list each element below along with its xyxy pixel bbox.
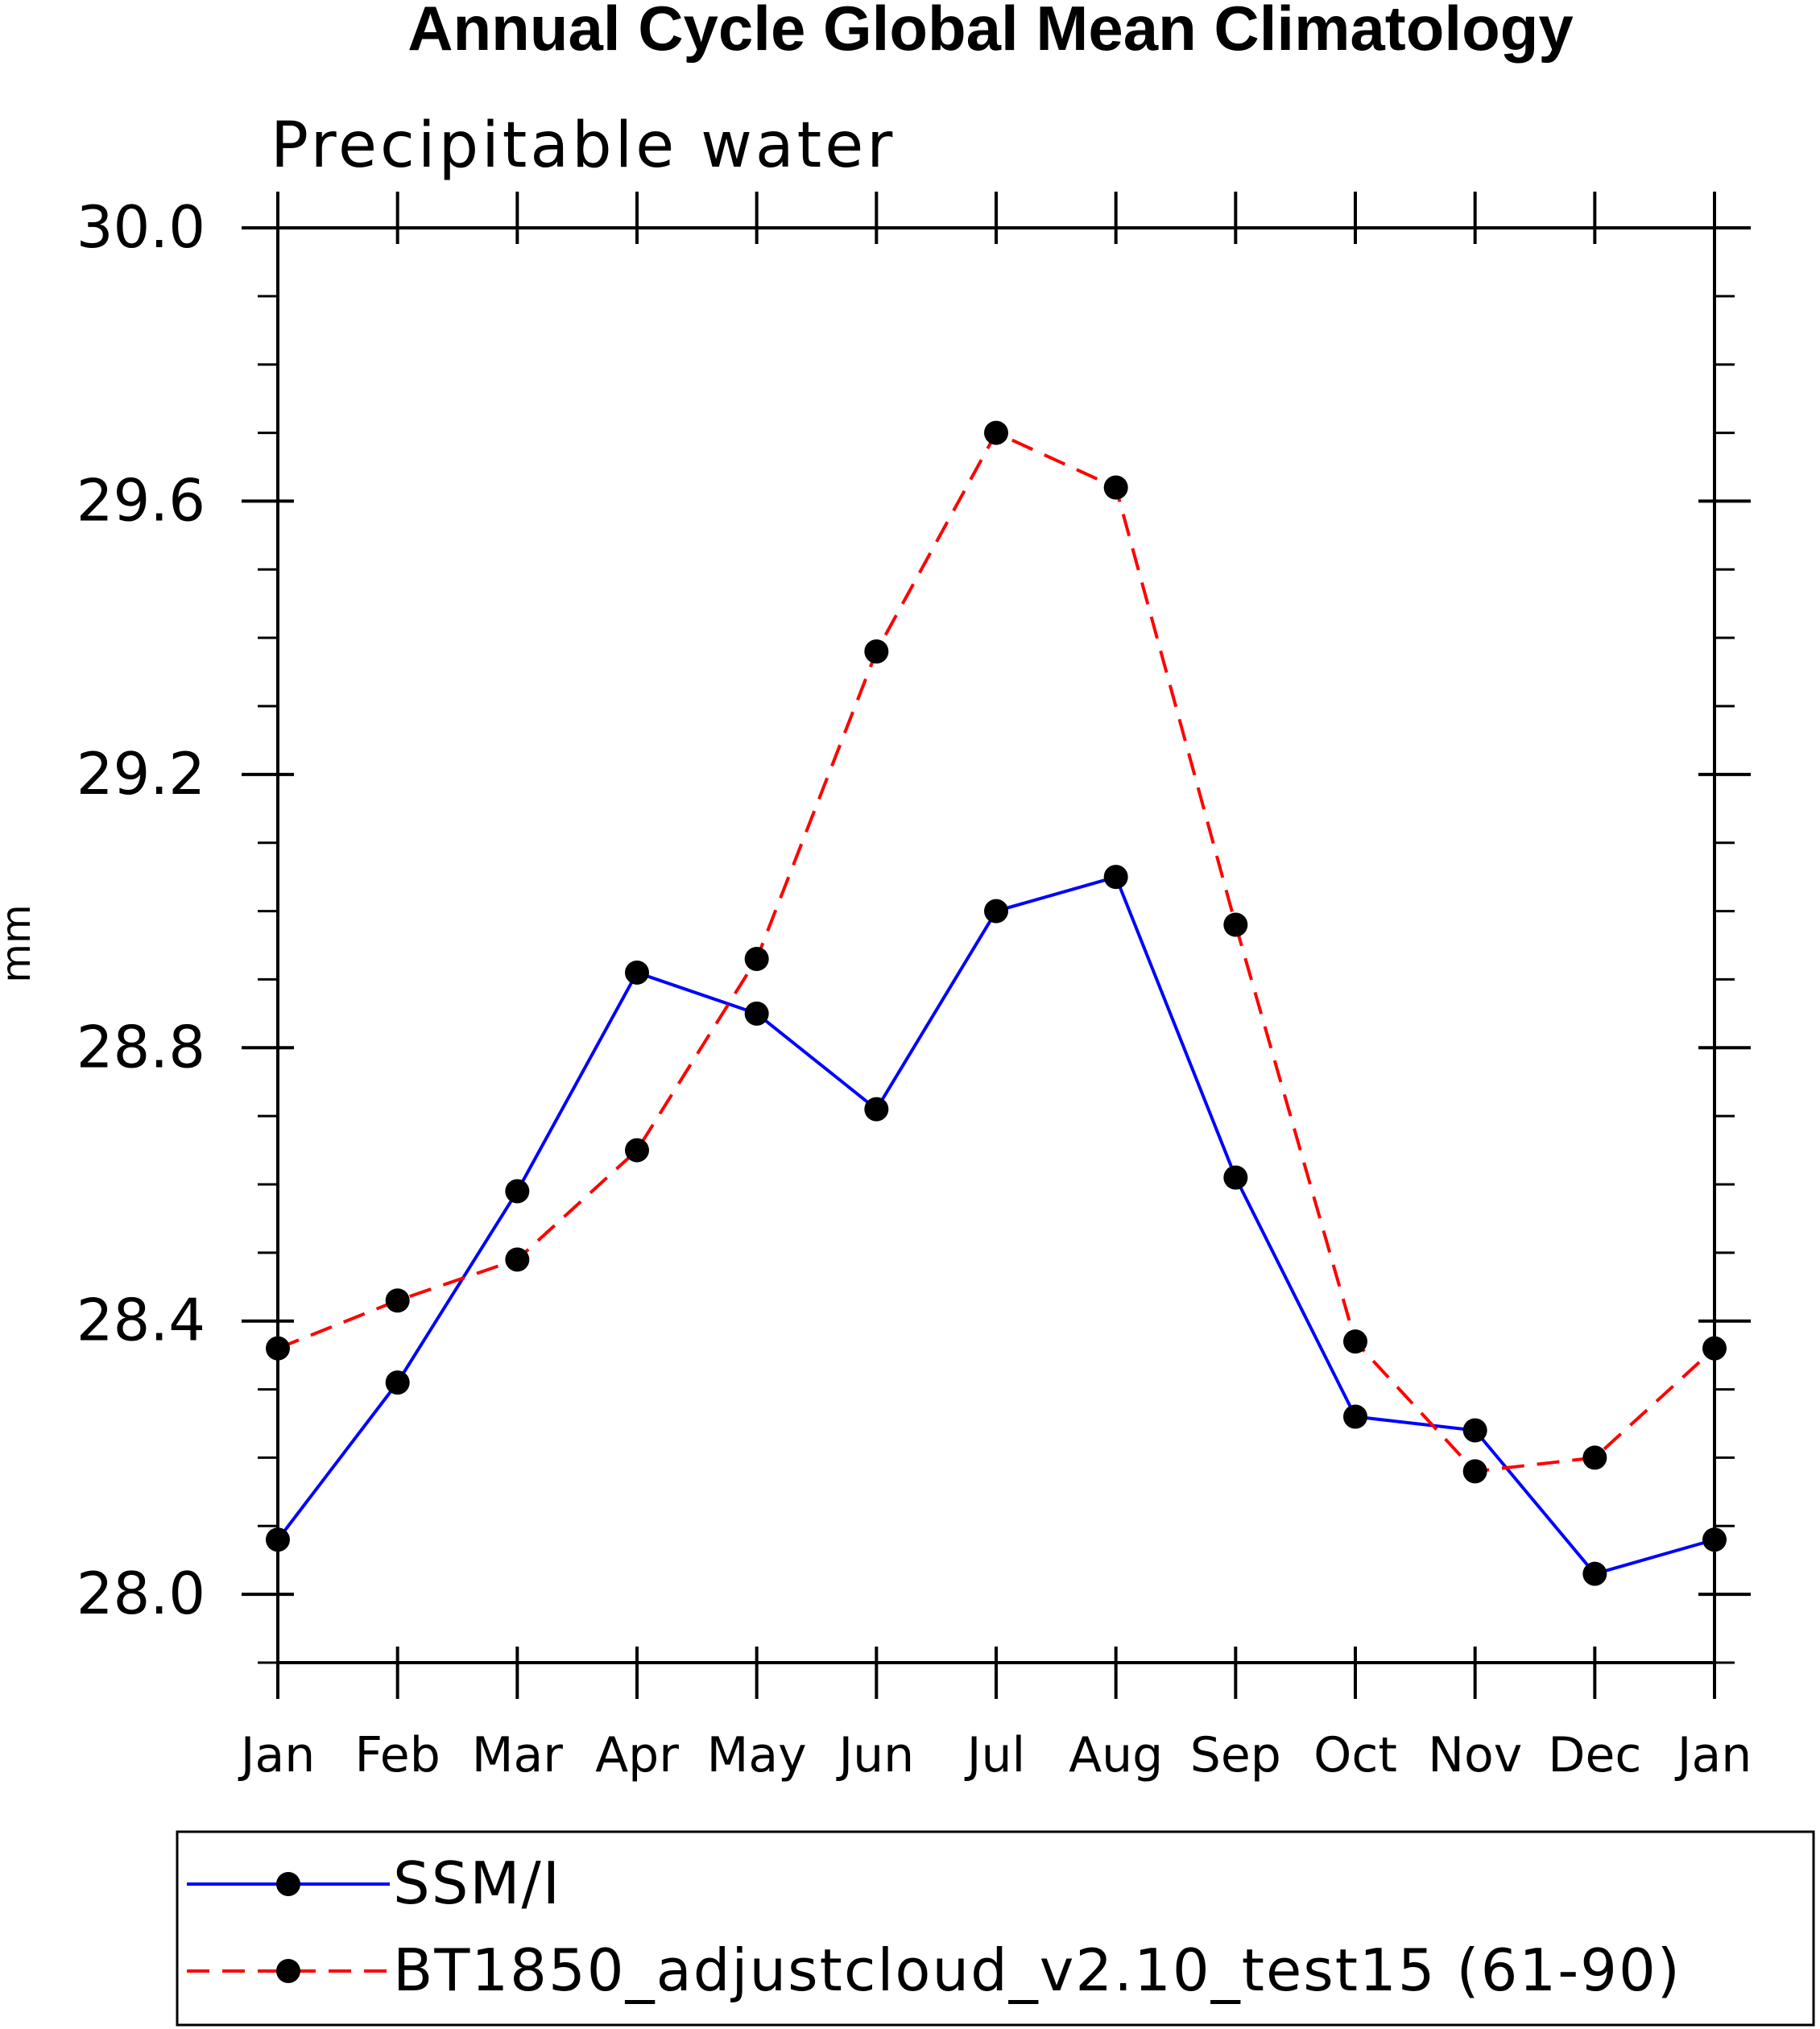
x-tick-label: Jul [964,1727,1025,1783]
y-tick-label: 30.0 [77,193,205,261]
x-tick-label: Nov [1428,1727,1522,1783]
series-layer [266,420,1727,1586]
series-1-point [385,1288,410,1313]
series-0-point [1343,1404,1367,1429]
series-0-point [864,1097,889,1122]
y-tick-label: 28.0 [77,1560,205,1627]
series-0-point [1103,865,1128,890]
series-1-point [266,1336,290,1361]
series-0-point [505,1179,530,1204]
x-tick-label: Feb [355,1727,441,1783]
x-tick-label: Apr [595,1727,679,1783]
series-1-point [1702,1336,1727,1361]
series-0-point [266,1527,290,1552]
series-0-point [1702,1527,1727,1552]
series-0-point [984,899,1008,924]
legend-box [176,1830,1815,2027]
series-0-point [1223,1165,1248,1190]
y-tick-label: 29.2 [77,740,205,808]
y-tick-label: 28.8 [77,1013,205,1081]
legend-marker-model [276,1959,300,1983]
legend-marker-ssmi [276,1872,300,1896]
x-tick-label: Jun [835,1727,914,1783]
series-1-point [1462,1459,1487,1484]
series-0-point [1582,1561,1607,1586]
series-0-point [744,1001,769,1026]
x-tick-label: May [707,1727,807,1783]
x-tick-label: Sep [1190,1727,1281,1783]
series-0-point [1462,1418,1487,1443]
x-tick-label: Jan [1674,1727,1752,1783]
x-tick-label: Mar [472,1727,564,1783]
y-tick-label: 29.6 [77,466,205,534]
series-1-point [1103,475,1128,500]
chart-subtitle: Precipitable water [271,110,896,182]
series-1-point [1343,1329,1367,1354]
x-tick-label: Jan [238,1727,316,1783]
axis-ticks [242,192,1751,1699]
series-line-0 [276,874,1715,1576]
series-1-point [505,1247,530,1272]
legend-label-model: BT1850_adjustcloud_v2.10_test15 (61-90) [393,1936,1681,2004]
x-tick-label: Dec [1548,1727,1641,1783]
series-1-point [625,1138,649,1163]
series-1-point [744,946,769,971]
series-0-point [385,1370,410,1395]
legend: SSM/I BT1850_adjustcloud_v2.10_test15 (6… [176,1830,1815,2027]
series-0-point [625,960,649,985]
series-1-point [984,420,1008,445]
x-tick-label: Oct [1313,1727,1397,1783]
y-tick-labels: 28.0 28.4 28.8 29.2 29.6 30.0 [77,193,205,1627]
series-line-1 [277,430,1716,1473]
legend-label-ssmi: SSM/I [393,1849,561,1917]
y-tick-label: 28.4 [77,1287,205,1354]
y-axis-label: mm [0,904,39,982]
x-tick-label: Aug [1069,1727,1163,1783]
x-tick-labels: Jan Feb Mar Apr May Jun Jul Aug Sep Oct Nov Dec Jan [238,1727,1752,1783]
series-1-point [1582,1445,1607,1470]
chart-title: Annual Cycle Global Mean Climatology [407,0,1574,64]
series-1-point [1223,912,1248,937]
series-1-point [864,639,889,664]
